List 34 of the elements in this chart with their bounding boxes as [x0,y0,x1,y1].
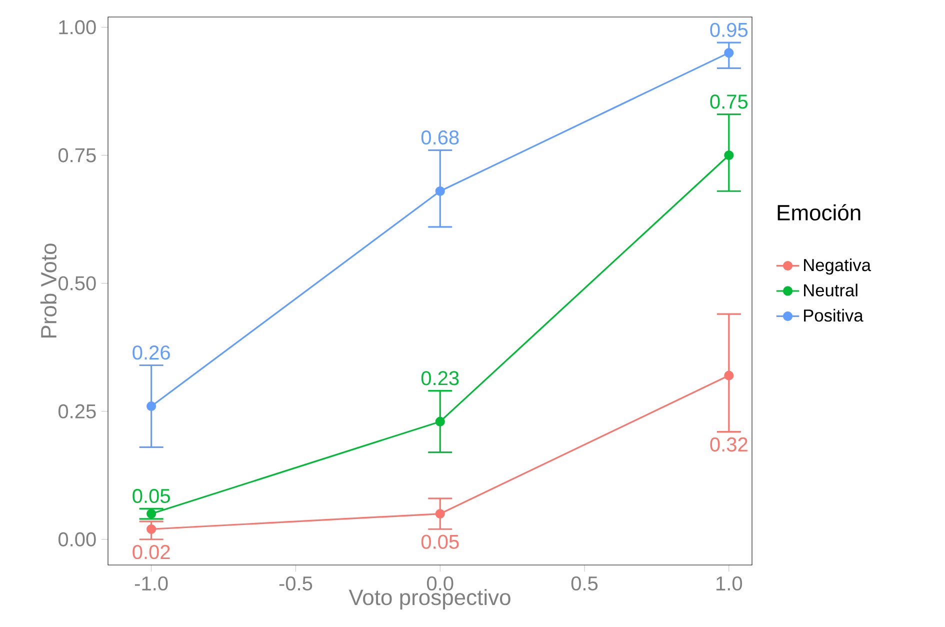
legend-label: Neutral [804,284,858,296]
y-tick-label: 1.00 [59,20,96,34]
data-label: 0.05 [132,488,170,504]
x-tick-label: -0.5 [279,576,312,591]
data-label: 0.23 [421,371,459,386]
legend-label: Negativa [804,258,872,275]
legend-label: Positiva [804,308,864,322]
data-label: 0.05 [421,534,459,549]
x-tick-label: 0.0 [426,576,454,591]
point [146,524,156,534]
data-label: 0.32 [710,437,748,452]
point [435,186,445,196]
y-tick-label: 0.75 [58,148,96,162]
data-label: 0.95 [710,22,748,37]
point [435,416,445,426]
point [724,370,734,380]
y-tick-label: 0.50 [58,276,96,290]
data-label: 0.02 [132,544,170,560]
x-tick-label: 1.0 [716,576,742,591]
data-label: 0.26 [132,345,170,360]
x-axis-title: Voto prospectivo [348,589,510,610]
legend-title: Emoción [778,204,860,221]
data-label: 0.68 [421,130,459,145]
point [724,48,734,58]
point [724,150,734,160]
point [146,508,156,519]
y-tick-label: 0.25 [58,404,96,418]
data-label: 0.75 [710,94,748,109]
x-tick-label: -1.0 [134,576,168,591]
x-tick-label: 0.5 [571,576,598,591]
point [146,401,156,412]
y-tick-label: 0.00 [58,532,96,546]
y-axis-title: Prob Voto [40,244,57,338]
point [435,508,445,519]
